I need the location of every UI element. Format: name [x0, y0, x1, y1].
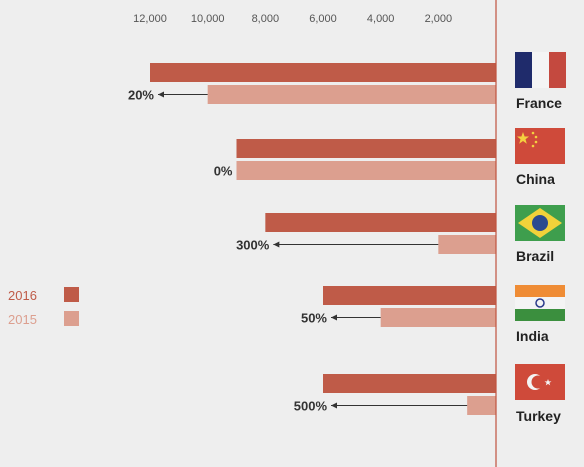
growth-label-china: 0% — [214, 164, 233, 179]
bar-india-2015 — [380, 308, 496, 327]
growth-label-india: 50% — [301, 311, 327, 326]
legend-label-2015: 2015 — [8, 312, 37, 327]
growth-label-france: 20% — [128, 88, 154, 103]
bar-brazil-2015 — [438, 235, 496, 254]
growth-arrow-head — [331, 402, 337, 409]
bar-france-2015 — [207, 85, 496, 104]
growth-arrow-head — [273, 241, 280, 248]
bar-turkey-2016 — [323, 374, 496, 393]
country-label-france: France — [516, 95, 562, 111]
x-tick-label: 8,000 — [252, 13, 280, 25]
bar-china-2016 — [236, 139, 496, 158]
bar-france-2016 — [150, 63, 496, 82]
country-label-brazil: Brazil — [516, 248, 554, 264]
growth-arrow-head — [158, 91, 164, 98]
country-label-china: China — [516, 171, 555, 187]
x-tick-label: 4,000 — [367, 13, 395, 25]
growth-label-brazil: 300% — [236, 238, 270, 253]
legend-swatch-2015 — [64, 311, 79, 326]
legend: 2016 2015 — [8, 287, 79, 327]
legend-label-2016: 2016 — [8, 288, 37, 303]
x-tick-label: 6,000 — [309, 13, 337, 25]
bar-china-2015 — [236, 161, 496, 180]
growth-arrow-head — [331, 314, 337, 321]
country-label-turkey: Turkey — [516, 408, 561, 424]
x-tick-label: 10,000 — [191, 13, 225, 25]
bar-turkey-2015 — [467, 396, 496, 415]
legend-swatch-2016 — [64, 287, 79, 302]
china-flag-icon — [515, 128, 565, 164]
india-flag-icon — [515, 285, 565, 321]
bar-india-2016 — [323, 286, 496, 305]
x-axis-ticks: 12,000 10,000 8,000 6,000 4,000 2,000 — [133, 13, 452, 25]
growth-annotations: 20% 0% 300% 50% 500% — [128, 88, 468, 414]
x-tick-label: 12,000 — [133, 13, 167, 25]
turkey-flag-icon — [515, 364, 565, 400]
country-label-india: India — [516, 328, 549, 344]
x-tick-label: 2,000 — [425, 13, 453, 25]
growth-label-turkey: 500% — [294, 399, 328, 414]
bars — [150, 63, 496, 415]
france-flag-icon — [515, 52, 566, 88]
bar-brazil-2016 — [265, 213, 496, 232]
brazil-flag-icon — [515, 205, 565, 241]
